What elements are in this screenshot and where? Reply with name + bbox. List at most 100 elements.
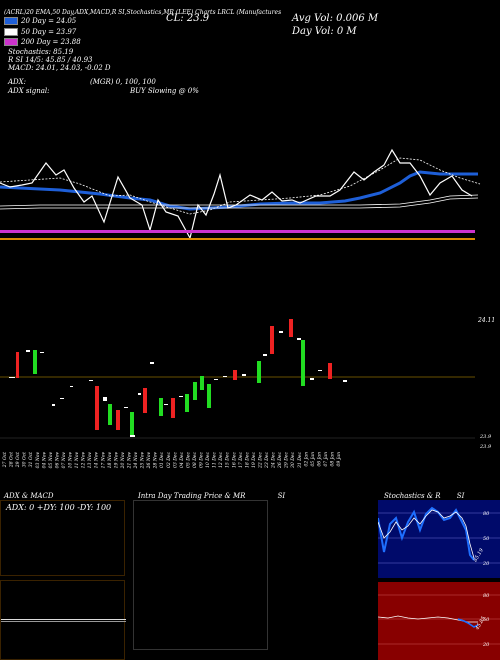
legend-ema20: 20 Day = 24.05: [4, 17, 76, 26]
ema50-line-2: [0, 197, 479, 210]
ema200-line: [0, 230, 475, 233]
date-tick-label: 27 Oct: [2, 452, 8, 468]
intraday-panel-title: Intra Day Trading Price & MR SI: [138, 492, 286, 500]
date-tick-label: 07 Jan: [323, 452, 329, 467]
candle: [108, 404, 112, 425]
macd-readout: MACD: 24.01, 24.03, -0.02 D: [8, 64, 111, 72]
stoch-tick-20: 20: [482, 561, 490, 567]
date-tick-label: 04 Nov: [41, 452, 47, 469]
rsi-fast-line: [457, 618, 479, 628]
date-tick-label: 05 Dec: [185, 452, 191, 468]
candle: [138, 393, 141, 395]
date-tick-label: 11 Nov: [74, 452, 80, 469]
date-tick-label: 09 Jan: [336, 452, 342, 467]
adx-mgr: (MGR) 0, 100, 100: [90, 78, 156, 86]
date-tick-label: 19 Dec: [251, 452, 257, 468]
candle: [301, 340, 305, 386]
candle: [9, 377, 15, 378]
date-tick-label: 12 Dec: [218, 452, 224, 468]
buy-signal: BUY Slowing @ 0%: [130, 87, 199, 95]
date-tick-label: 29 Oct: [15, 452, 21, 468]
adx-panel-title: ADX & MACD: [4, 492, 54, 500]
rsi-tick-80: 80: [483, 593, 490, 599]
candle: [310, 378, 314, 380]
candle: [95, 386, 99, 430]
candle: [318, 370, 322, 371]
date-tick-label: 26 Dec: [277, 452, 283, 469]
adx-signal-label: ADX signal:: [8, 87, 50, 95]
price-line: [0, 148, 473, 240]
candle: [60, 398, 64, 399]
date-tick-label: 01 Dec: [159, 452, 165, 468]
candle: [200, 376, 204, 390]
date-tick-label: 05 Jan: [310, 452, 316, 467]
stoch-k-line: [378, 506, 475, 561]
candle: [257, 361, 261, 383]
candle: [70, 386, 73, 387]
stoch-rsi-panels: 80 50 20 85.19 80 50 20 45.85: [378, 500, 500, 660]
intraday-panel: [133, 500, 268, 650]
date-tick-label: 10 Nov: [68, 452, 74, 469]
date-tick-label: 25 Nov: [140, 452, 146, 470]
candle: [263, 354, 267, 356]
date-tick-label: 04 Dec: [179, 452, 185, 468]
candle: [223, 376, 227, 377]
price-label-top: 24.11: [477, 317, 495, 324]
candle: [33, 350, 37, 374]
avg-volume: Avg Vol: 0.006 M: [292, 13, 379, 24]
candle: [130, 435, 135, 437]
date-tick-label: 21 Nov: [126, 452, 132, 470]
date-tick-label: 30 Dec: [290, 452, 296, 468]
rsi-tick-50: 50: [483, 617, 490, 623]
candle: [116, 410, 120, 430]
stoch-panel-title: Stochastics & R SI: [384, 492, 465, 500]
date-tick-label: 16 Dec: [231, 452, 237, 468]
date-tick-label: 06 Nov: [54, 452, 60, 469]
date-tick-label: 31 Dec: [297, 452, 303, 468]
adx-subpanel: ADX: 0 +DY: 100 -DY: 100: [0, 500, 125, 576]
date-tick-label: 17 Nov: [100, 452, 106, 469]
candle: [242, 374, 246, 376]
candle: [193, 382, 197, 400]
price-label-low2: 23.9: [479, 444, 492, 450]
candle: [130, 412, 134, 436]
date-tick-label: 05 Nov: [48, 452, 54, 469]
date-tick-label: 31 Oct: [28, 452, 34, 467]
ema50-swatch: [4, 28, 18, 36]
candle: [270, 326, 274, 354]
ema20-swatch: [4, 17, 18, 25]
ema200-swatch: [4, 38, 18, 46]
legend-ema200: 200 Day = 23.88: [4, 38, 81, 47]
candle: [171, 398, 175, 418]
candle: [328, 363, 332, 379]
close-price: CL: 23.9: [166, 13, 210, 24]
candle: [214, 379, 218, 380]
candle: [343, 380, 347, 382]
candle: [207, 384, 211, 408]
macd-line: [1, 619, 126, 620]
macd-subpanel: [0, 580, 126, 660]
date-tick-label: 11 Dec: [212, 452, 218, 468]
candle: [52, 404, 55, 406]
date-tick-label: 03 Nov: [35, 452, 41, 469]
adx-macd-panel: ADX: 0 +DY: 100 -DY: 100: [0, 500, 126, 660]
candle: [89, 380, 93, 381]
date-tick-label: 23 Dec: [264, 452, 270, 469]
day-volume: Day Vol: 0 M: [292, 26, 357, 37]
date-tick-label: 08 Dec: [192, 452, 198, 468]
date-tick-label: 10 Dec: [205, 452, 211, 468]
rsi-readout: R SI 14/5: 45.85 / 40.93: [8, 56, 93, 64]
date-tick-label: 08 Jan: [330, 452, 336, 467]
date-tick-label: 17 Dec: [238, 452, 244, 468]
stochastics-readout: Stochastics: 85.19: [8, 48, 74, 56]
date-axis: 27 Oct 28 Oct 29 Oct 30 Oct 31 Oct 03 Nov 04 N…: [2, 452, 342, 470]
date-tick-label: 24 Nov: [133, 452, 139, 470]
legend-ema50: 50 Day = 23.97: [4, 28, 76, 37]
main-chart: 24.11 23.9 23.9 27 Oct 28 Oct 29 Oct 30 Oct…: [0, 148, 495, 470]
signal-line: [0, 157, 481, 215]
date-tick-label: 15 Dec: [225, 452, 231, 468]
date-tick-label: 03 Dec: [172, 452, 178, 468]
adx-readout: ADX:: [8, 78, 27, 86]
date-tick-label: 28 Oct: [9, 452, 15, 468]
date-tick-label: 20 Nov: [120, 452, 126, 470]
